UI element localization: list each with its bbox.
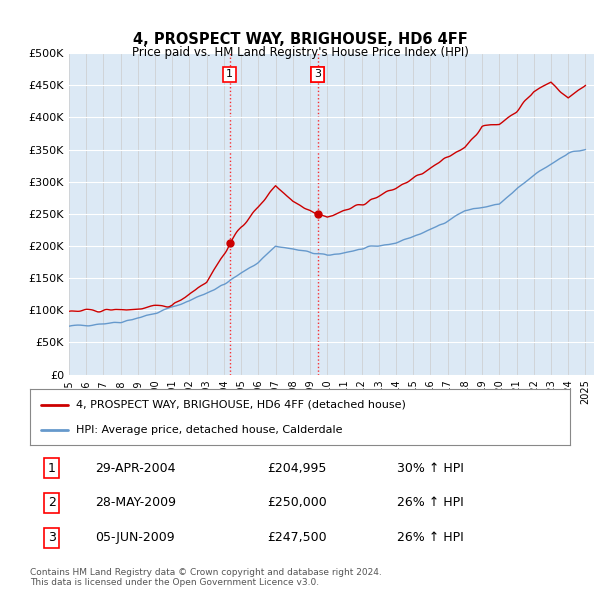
Text: 4, PROSPECT WAY, BRIGHOUSE, HD6 4FF (detached house): 4, PROSPECT WAY, BRIGHOUSE, HD6 4FF (det… [76,399,406,409]
Text: 4, PROSPECT WAY, BRIGHOUSE, HD6 4FF: 4, PROSPECT WAY, BRIGHOUSE, HD6 4FF [133,32,467,47]
Text: 3: 3 [47,532,56,545]
Text: 26% ↑ HPI: 26% ↑ HPI [397,496,464,510]
Text: 1: 1 [47,461,56,474]
Text: 3: 3 [314,69,321,79]
Text: £250,000: £250,000 [268,496,328,510]
Text: Contains HM Land Registry data © Crown copyright and database right 2024.
This d: Contains HM Land Registry data © Crown c… [30,568,382,587]
Text: £204,995: £204,995 [268,461,327,474]
Text: 29-APR-2004: 29-APR-2004 [95,461,175,474]
Text: 2: 2 [47,496,56,510]
Text: 26% ↑ HPI: 26% ↑ HPI [397,532,464,545]
Text: £247,500: £247,500 [268,532,327,545]
Text: Price paid vs. HM Land Registry's House Price Index (HPI): Price paid vs. HM Land Registry's House … [131,46,469,59]
Text: HPI: Average price, detached house, Calderdale: HPI: Average price, detached house, Cald… [76,425,343,435]
Text: 1: 1 [226,69,233,79]
Text: 2: 2 [314,69,321,79]
Text: 28-MAY-2009: 28-MAY-2009 [95,496,176,510]
Text: 05-JUN-2009: 05-JUN-2009 [95,532,175,545]
Text: 30% ↑ HPI: 30% ↑ HPI [397,461,464,474]
